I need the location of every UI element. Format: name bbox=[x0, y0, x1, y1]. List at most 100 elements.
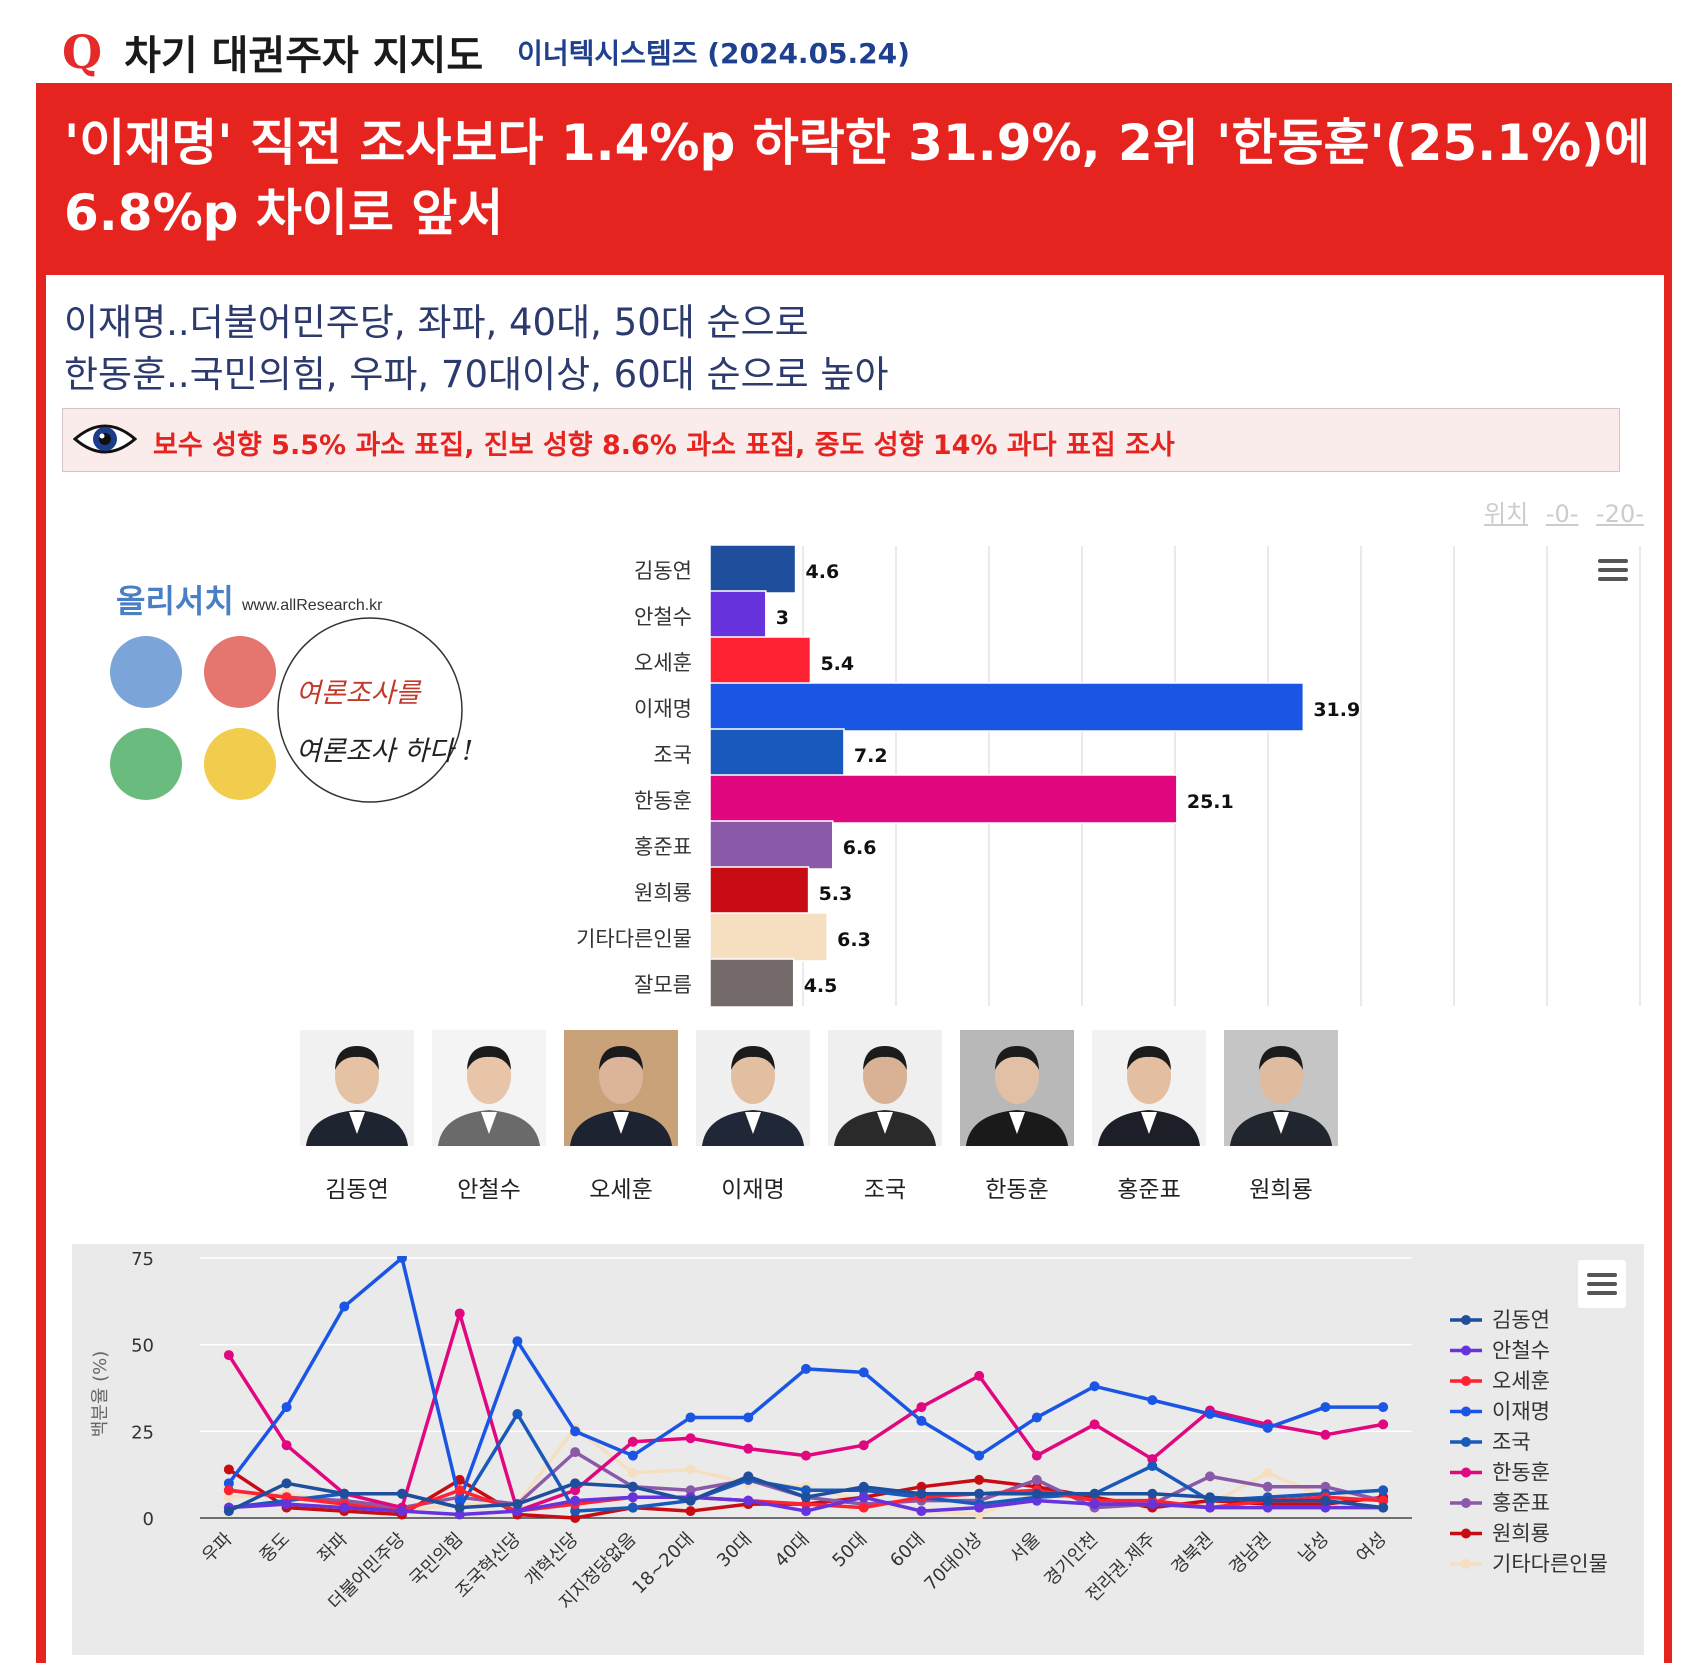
logo-url: www.allResearch.kr bbox=[241, 597, 383, 614]
series-point bbox=[974, 1370, 985, 1381]
legend-label: 홍준표 bbox=[1492, 1491, 1550, 1515]
legend-item[interactable]: 한동훈 bbox=[1450, 1461, 1550, 1485]
series-point bbox=[570, 1513, 581, 1523]
legend-marker bbox=[1461, 1406, 1471, 1417]
bar bbox=[709, 912, 828, 962]
bar-value-label: 5.3 bbox=[819, 883, 853, 905]
series-point bbox=[1031, 1474, 1042, 1485]
series-point bbox=[1320, 1481, 1331, 1492]
series-point bbox=[1147, 1488, 1158, 1499]
series-point bbox=[397, 1256, 407, 1263]
legend-marker bbox=[1461, 1315, 1471, 1325]
candidate-name: 김동연 bbox=[325, 1177, 389, 1203]
series-point bbox=[685, 1433, 696, 1444]
series-point bbox=[1031, 1488, 1042, 1499]
candidate-name: 한동훈 bbox=[985, 1177, 1049, 1203]
series-point bbox=[974, 1488, 985, 1499]
series-point bbox=[627, 1467, 638, 1478]
series-point bbox=[916, 1481, 927, 1492]
series-point bbox=[627, 1502, 638, 1513]
x-tick-label: 서울 bbox=[1006, 1529, 1044, 1567]
series-point bbox=[1262, 1467, 1273, 1478]
portrait-icon bbox=[696, 1030, 810, 1146]
bar-value-label: 7.2 bbox=[854, 745, 888, 767]
bar-category-label: 김동연 bbox=[634, 559, 692, 583]
series-point bbox=[223, 1464, 234, 1475]
legend-item[interactable]: 안철수 bbox=[1450, 1339, 1550, 1363]
legend-marker bbox=[1461, 1376, 1471, 1386]
bar-category-label: 잘모름 bbox=[634, 973, 692, 997]
series-point bbox=[1262, 1422, 1273, 1433]
series-point bbox=[1378, 1485, 1389, 1496]
bar-value-label: 3 bbox=[776, 607, 789, 629]
series-point bbox=[223, 1485, 234, 1496]
position-nav: 위치 -0- -20- bbox=[1484, 494, 1644, 529]
legend-marker bbox=[1461, 1498, 1471, 1508]
line-chart-menu-button[interactable] bbox=[1578, 1260, 1626, 1308]
legend-item[interactable]: 이재명 bbox=[1450, 1400, 1550, 1424]
q-icon: Q bbox=[62, 25, 103, 79]
series-point bbox=[1378, 1502, 1389, 1513]
legend-label: 기타다른인물 bbox=[1492, 1552, 1608, 1576]
legend-item[interactable]: 오세훈 bbox=[1450, 1369, 1550, 1393]
legend-item[interactable]: 홍준표 bbox=[1450, 1491, 1550, 1515]
bar-value-label: 6.3 bbox=[837, 929, 871, 951]
logo-brand: 올리서치 bbox=[116, 582, 234, 620]
series-point bbox=[685, 1495, 696, 1506]
series-point bbox=[801, 1363, 811, 1374]
series-point bbox=[801, 1499, 811, 1510]
portrait-icon bbox=[432, 1030, 546, 1146]
series-point bbox=[281, 1499, 292, 1510]
series-point bbox=[1031, 1450, 1042, 1461]
page-header: Q 차기 대권주자 지지도 이너텍시스템즈 (2024.05.24) bbox=[62, 22, 910, 82]
series-point bbox=[801, 1450, 811, 1461]
candidate-name: 이재명 bbox=[721, 1177, 785, 1203]
bar bbox=[709, 774, 1178, 824]
position-label: 위치 bbox=[1484, 500, 1529, 528]
x-tick-label: 경북권 bbox=[1168, 1529, 1218, 1579]
headline-line2: 6.8%p 차이로 앞서 bbox=[64, 184, 504, 242]
legend-item[interactable]: 김동연 bbox=[1450, 1308, 1550, 1332]
legend-item[interactable]: 조국 bbox=[1450, 1430, 1531, 1454]
legend-marker bbox=[1461, 1528, 1471, 1539]
legend-item[interactable]: 원희룡 bbox=[1450, 1522, 1550, 1546]
notice-text: 보수 성향 5.5% 과소 표집, 진보 성향 8.6% 과소 표집, 중도 성… bbox=[153, 430, 1175, 461]
bar-value-label: 31.9 bbox=[1313, 699, 1360, 721]
y-tick-label: 75 bbox=[131, 1249, 154, 1270]
logo-dot-red bbox=[204, 636, 276, 708]
series-point bbox=[570, 1426, 581, 1437]
x-tick-label: 남성 bbox=[1295, 1529, 1333, 1567]
bar-chart: 김동연 4.6 안철수 3 오세훈 5.4 이재명 31.9 조국 7.2 한동훈 25.1 홍준표 6.… bbox=[576, 544, 1641, 1008]
series-point bbox=[1320, 1502, 1331, 1513]
position-link-20[interactable]: -20- bbox=[1596, 500, 1644, 528]
series-point bbox=[858, 1440, 869, 1451]
candidate-name: 조국 bbox=[863, 1177, 907, 1203]
series-point bbox=[512, 1499, 523, 1510]
series-point bbox=[281, 1492, 292, 1503]
series-point bbox=[339, 1502, 350, 1513]
series-point bbox=[685, 1412, 696, 1423]
series-point bbox=[1205, 1471, 1215, 1482]
candidate-photos: 김동연 안철수 오세훈 이재명 조국 한동훈 홍준표 원희룡 bbox=[300, 1030, 1400, 1203]
y-tick-label: 50 bbox=[131, 1336, 154, 1357]
headline-line1: '이재명' 직전 조사보다 1.4%p 하락한 31.9%, 2위 '한동훈'(… bbox=[64, 114, 1650, 172]
series-point bbox=[916, 1506, 927, 1517]
legend-item[interactable]: 기타다른인물 bbox=[1450, 1552, 1608, 1576]
legend-marker bbox=[1461, 1467, 1471, 1478]
bar-value-label: 4.5 bbox=[804, 975, 838, 997]
notice-box: 보수 성향 5.5% 과소 표집, 진보 성향 8.6% 과소 표집, 중도 성… bbox=[62, 408, 1620, 472]
series-point bbox=[397, 1488, 407, 1499]
logo-slogan2: 여론조사 하다 ! bbox=[296, 736, 473, 767]
series-point bbox=[1320, 1429, 1331, 1440]
series-point bbox=[974, 1509, 985, 1520]
chart-menu-icon[interactable] bbox=[1596, 556, 1630, 584]
eye-icon bbox=[73, 424, 137, 454]
series-point bbox=[1378, 1402, 1389, 1413]
legend-marker bbox=[1461, 1437, 1471, 1447]
legend-label: 김동연 bbox=[1492, 1308, 1550, 1332]
bar bbox=[709, 728, 845, 778]
series-point bbox=[1031, 1412, 1042, 1423]
position-link-0[interactable]: -0- bbox=[1545, 500, 1579, 528]
candidate-photo bbox=[300, 1030, 414, 1146]
bar bbox=[709, 590, 767, 640]
